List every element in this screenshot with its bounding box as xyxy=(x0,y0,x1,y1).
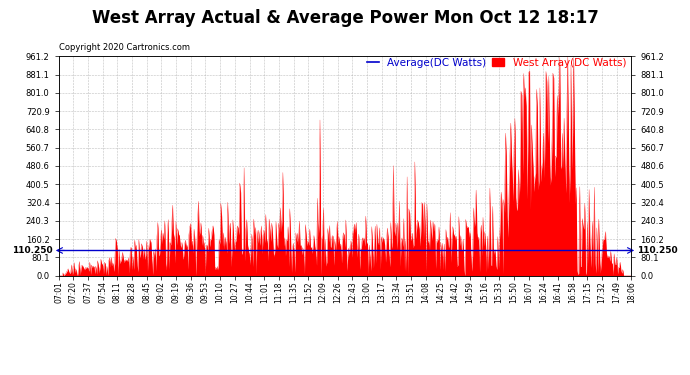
Text: West Array Actual & Average Power Mon Oct 12 18:17: West Array Actual & Average Power Mon Oc… xyxy=(92,9,598,27)
Legend: Average(DC Watts), West Array(DC Watts): Average(DC Watts), West Array(DC Watts) xyxy=(366,58,626,68)
Text: 110.250: 110.250 xyxy=(637,246,678,255)
Text: Copyright 2020 Cartronics.com: Copyright 2020 Cartronics.com xyxy=(59,44,190,52)
Text: 110.250: 110.250 xyxy=(12,246,53,255)
